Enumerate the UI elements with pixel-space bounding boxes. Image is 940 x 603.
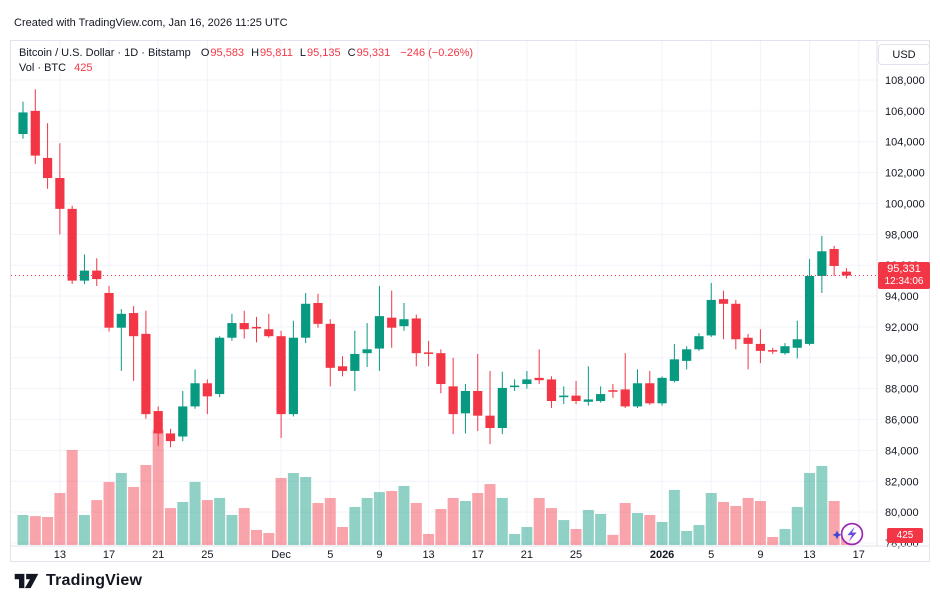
- current-price-value: 95,331: [887, 262, 921, 275]
- legend-row-volume: Vol · BTC 425: [19, 61, 473, 76]
- svg-text:108,000: 108,000: [885, 75, 925, 87]
- attribution-text: Created with TradingView.com, Jan 16, 20…: [14, 17, 288, 29]
- ohlc-close-label: C: [347, 47, 356, 59]
- ohlc-high-label: H: [251, 47, 260, 59]
- svg-text:17: 17: [472, 549, 484, 561]
- svg-text:Dec: Dec: [271, 549, 291, 561]
- svg-text:80,000: 80,000: [885, 507, 919, 519]
- volume-label: Vol · BTC: [19, 62, 67, 74]
- ohlc-high-value: 95,811: [260, 47, 293, 59]
- price-axis[interactable]: 108,000 106,000 104,000 102,000 100,000 98,00…: [876, 41, 925, 550]
- svg-text:9: 9: [757, 549, 763, 561]
- flash-icon[interactable]: [831, 518, 869, 550]
- ohlc-open-label: O: [200, 47, 210, 59]
- change-value: −246 (−0.26%): [400, 47, 474, 59]
- svg-text:84,000: 84,000: [885, 445, 919, 457]
- svg-text:21: 21: [521, 549, 533, 561]
- svg-text:5: 5: [327, 549, 333, 561]
- svg-text:17: 17: [103, 549, 115, 561]
- svg-text:102,000: 102,000: [885, 168, 925, 180]
- legend-row-main: Bitcoin / U.S. Dollar · 1D · Bitstamp O9…: [19, 46, 473, 61]
- time-axis[interactable]: 13 17 21 25 Dec 5 9 13 17 21 25 2026 5 9 13 17: [11, 545, 929, 561]
- svg-text:17: 17: [853, 549, 865, 561]
- candle-series: [18, 89, 852, 448]
- svg-text:21: 21: [152, 549, 164, 561]
- ohlc-low-value: 95,135: [306, 47, 341, 59]
- volume-axis-badge: 425: [887, 528, 923, 543]
- chart-legend: Bitcoin / U.S. Dollar · 1D · Bitstamp O9…: [19, 46, 473, 76]
- lightning-bolt-icon: [847, 526, 857, 542]
- ohlc-close-value: 95,331: [356, 47, 391, 59]
- svg-text:106,000: 106,000: [885, 106, 925, 118]
- ohlc-values: O95,583 H95,811 L95,135 C95,331: [194, 47, 390, 59]
- svg-text:90,000: 90,000: [885, 353, 919, 365]
- svg-text:13: 13: [422, 549, 434, 561]
- volume-value: 425: [74, 62, 93, 74]
- tradingview-logo-icon[interactable]: [14, 573, 39, 589]
- svg-text:98,000: 98,000: [885, 229, 919, 241]
- sparkle-icon: [832, 530, 842, 540]
- svg-text:25: 25: [570, 549, 582, 561]
- svg-text:104,000: 104,000: [885, 137, 925, 149]
- svg-text:9: 9: [376, 549, 382, 561]
- svg-text:82,000: 82,000: [885, 476, 919, 488]
- svg-text:13: 13: [803, 549, 815, 561]
- svg-text:5: 5: [708, 549, 714, 561]
- symbol-title[interactable]: Bitcoin / U.S. Dollar · 1D · Bitstamp: [19, 47, 191, 59]
- chart-widget: 108,000 106,000 104,000 102,000 100,000 98,00…: [10, 40, 930, 562]
- svg-text:86,000: 86,000: [885, 415, 919, 427]
- ohlc-open-value: 95,583: [210, 47, 245, 59]
- currency-toggle-button[interactable]: USD: [878, 44, 930, 65]
- candlestick-chart-canvas[interactable]: 108,000 106,000 104,000 102,000 100,000 98,00…: [11, 41, 929, 561]
- footer: TradingView: [14, 572, 142, 590]
- svg-text:94,000: 94,000: [885, 291, 919, 303]
- current-price-badge: 95,331 12:34:06: [878, 261, 930, 289]
- volume-series: [17, 429, 852, 545]
- countdown-timer: 12:34:06: [884, 275, 924, 287]
- tradingview-brand[interactable]: TradingView: [46, 572, 143, 589]
- svg-text:92,000: 92,000: [885, 322, 919, 334]
- svg-text:88,000: 88,000: [885, 384, 919, 396]
- svg-text:25: 25: [201, 549, 213, 561]
- svg-text:13: 13: [54, 549, 66, 561]
- ohlc-low-label: L: [299, 47, 306, 59]
- svg-text:2026: 2026: [650, 549, 674, 561]
- svg-text:100,000: 100,000: [885, 198, 925, 210]
